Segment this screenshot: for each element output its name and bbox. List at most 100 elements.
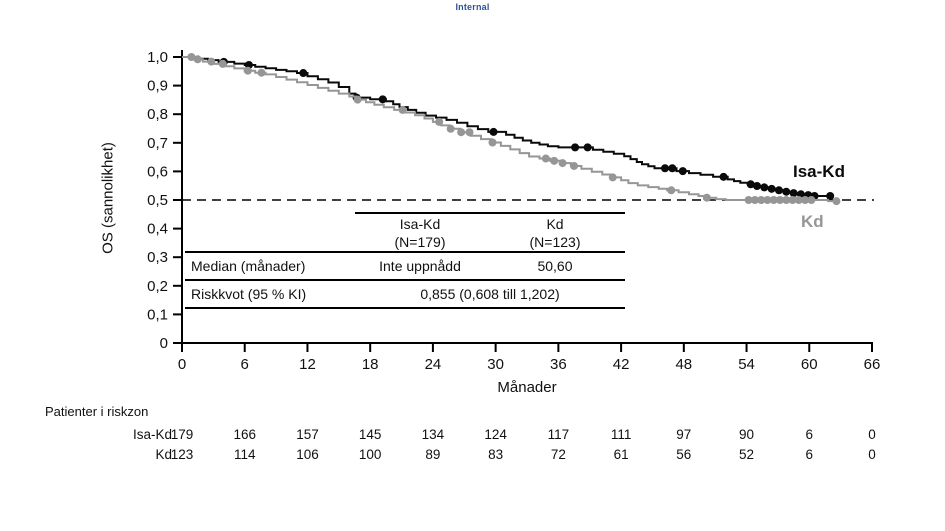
censor-mark-isa-kd (774, 186, 783, 195)
censor-mark-isa-kd (767, 184, 776, 193)
sensitivity-label: Internal (455, 2, 490, 12)
censor-mark-isa-kd (378, 95, 387, 104)
censor-mark-isa-kd (753, 181, 761, 190)
risk-count: 124 (484, 427, 507, 442)
stats-table: Isa-Kd (N=179) Kd (N=123) Median (månade… (185, 212, 625, 309)
x-tick-label: 60 (801, 356, 818, 373)
y-tick-label: 0,7 (147, 135, 168, 152)
censor-mark-kd (788, 196, 797, 204)
x-tick-label: 30 (487, 356, 504, 373)
risk-count: 56 (676, 447, 692, 462)
censor-mark-kd (193, 55, 202, 64)
risk-count: 0 (868, 447, 876, 462)
censor-mark-kd (257, 68, 266, 77)
curve-label-kd: Kd (801, 212, 824, 231)
risk-count: 0 (868, 427, 876, 442)
censor-mark-kd (750, 196, 759, 204)
censor-mark-isa-kd (661, 164, 669, 173)
x-tick-label: 18 (362, 356, 379, 373)
x-tick-label: 6 (241, 356, 249, 373)
censor-mark-kd (243, 66, 252, 75)
x-tick-label: 12 (299, 356, 316, 373)
risk-row-label: Kd (155, 447, 172, 462)
censor-mark-isa-kd (678, 167, 687, 176)
stats-table-header-row: Isa-Kd (N=179) Kd (N=123) (185, 212, 625, 253)
censor-mark-isa-kd (789, 189, 798, 198)
stats-row-hazard-ratio: Riskkvot (95 % KI) 0,855 (0,608 till 1,2… (185, 281, 625, 309)
stats-header-kd: Kd (N=123) (529, 216, 581, 250)
risk-count: 166 (233, 427, 256, 442)
censor-mark-kd (702, 193, 711, 202)
censor-mark-kd (608, 173, 617, 182)
censor-mark-kd (187, 53, 196, 61)
risk-count: 72 (550, 447, 566, 462)
y-tick-label: 0,5 (147, 192, 168, 209)
censor-mark-isa-kd (719, 172, 728, 181)
censor-mark-kd (776, 196, 784, 204)
censor-mark-kd (794, 196, 803, 204)
censor-mark-kd (435, 117, 444, 126)
y-tick-label: 0,3 (147, 249, 168, 266)
censor-mark-isa-kd (668, 164, 677, 173)
censor-mark-kd (207, 57, 216, 66)
curve-label-isa-kd: Isa-Kd (793, 162, 845, 181)
censor-mark-kd (744, 196, 753, 204)
risk-count: 6 (805, 447, 814, 462)
stats-table-top-rule (355, 212, 625, 214)
risk-count: 83 (488, 447, 504, 462)
censor-mark-isa-kd (571, 143, 580, 152)
censor-mark-kd (769, 196, 778, 204)
censor-mark-kd (550, 156, 559, 165)
risk-count: 6 (805, 427, 814, 442)
x-tick-label: 66 (864, 356, 881, 373)
risk-count: 123 (170, 447, 194, 462)
km-curve-kd (182, 56, 837, 203)
censor-mark-kd (558, 159, 567, 168)
stats-row-median: Median (månader) Inte uppnådd 50,60 (185, 253, 625, 281)
risk-count: 179 (170, 427, 194, 442)
y-tick-label: 0,8 (147, 106, 168, 123)
y-tick-label: 0,4 (147, 221, 168, 238)
risk-row-kd: Kd 123 114 106 100 89 83 72 61 56 52 6 0 (0, 446, 945, 464)
censor-mark-kd (807, 196, 816, 204)
censor-mark-kd (488, 138, 497, 147)
censor-mark-kd (541, 154, 550, 163)
x-axis-title: Månader (497, 379, 557, 396)
risk-count: 97 (676, 427, 692, 442)
x-tick-label: 48 (675, 356, 692, 373)
y-tick-label: 0,9 (147, 78, 168, 95)
risk-count: 90 (739, 427, 755, 442)
censor-mark-kd (446, 124, 455, 133)
censor-mark-kd (570, 161, 579, 170)
censor-mark-isa-kd (583, 143, 592, 152)
risk-count: 106 (296, 447, 319, 462)
risk-count: 117 (547, 427, 570, 442)
censor-mark-kd (763, 196, 772, 204)
censor-mark-isa-kd (489, 127, 498, 136)
censor-mark-kd (218, 59, 227, 68)
censor-mark-kd (782, 196, 791, 204)
x-tick-label: 42 (613, 356, 630, 373)
risk-count: 111 (610, 427, 632, 442)
y-tick-label: 0 (160, 335, 168, 352)
risk-table-title: Patienter i riskzon (45, 404, 149, 419)
censor-mark-kd (757, 196, 766, 204)
censor-mark-isa-kd (826, 191, 835, 200)
censor-mark-kd (832, 197, 841, 206)
x-tick-label: 54 (738, 356, 755, 373)
censor-mark-kd (667, 186, 676, 195)
censor-mark-isa-kd (760, 183, 769, 192)
risk-count: 134 (421, 427, 445, 442)
censor-mark-isa-kd (299, 69, 308, 78)
censor-mark-isa-kd (782, 187, 791, 196)
x-tick-label: 0 (178, 356, 186, 373)
censor-mark-isa-kd (746, 180, 755, 189)
risk-row-label: Isa-Kd (132, 427, 172, 442)
censor-mark-kd (465, 128, 474, 137)
y-tick-label: 0,1 (147, 306, 168, 323)
risk-count: 145 (358, 427, 382, 442)
risk-count: 52 (739, 447, 755, 462)
risk-count: 100 (358, 447, 382, 462)
